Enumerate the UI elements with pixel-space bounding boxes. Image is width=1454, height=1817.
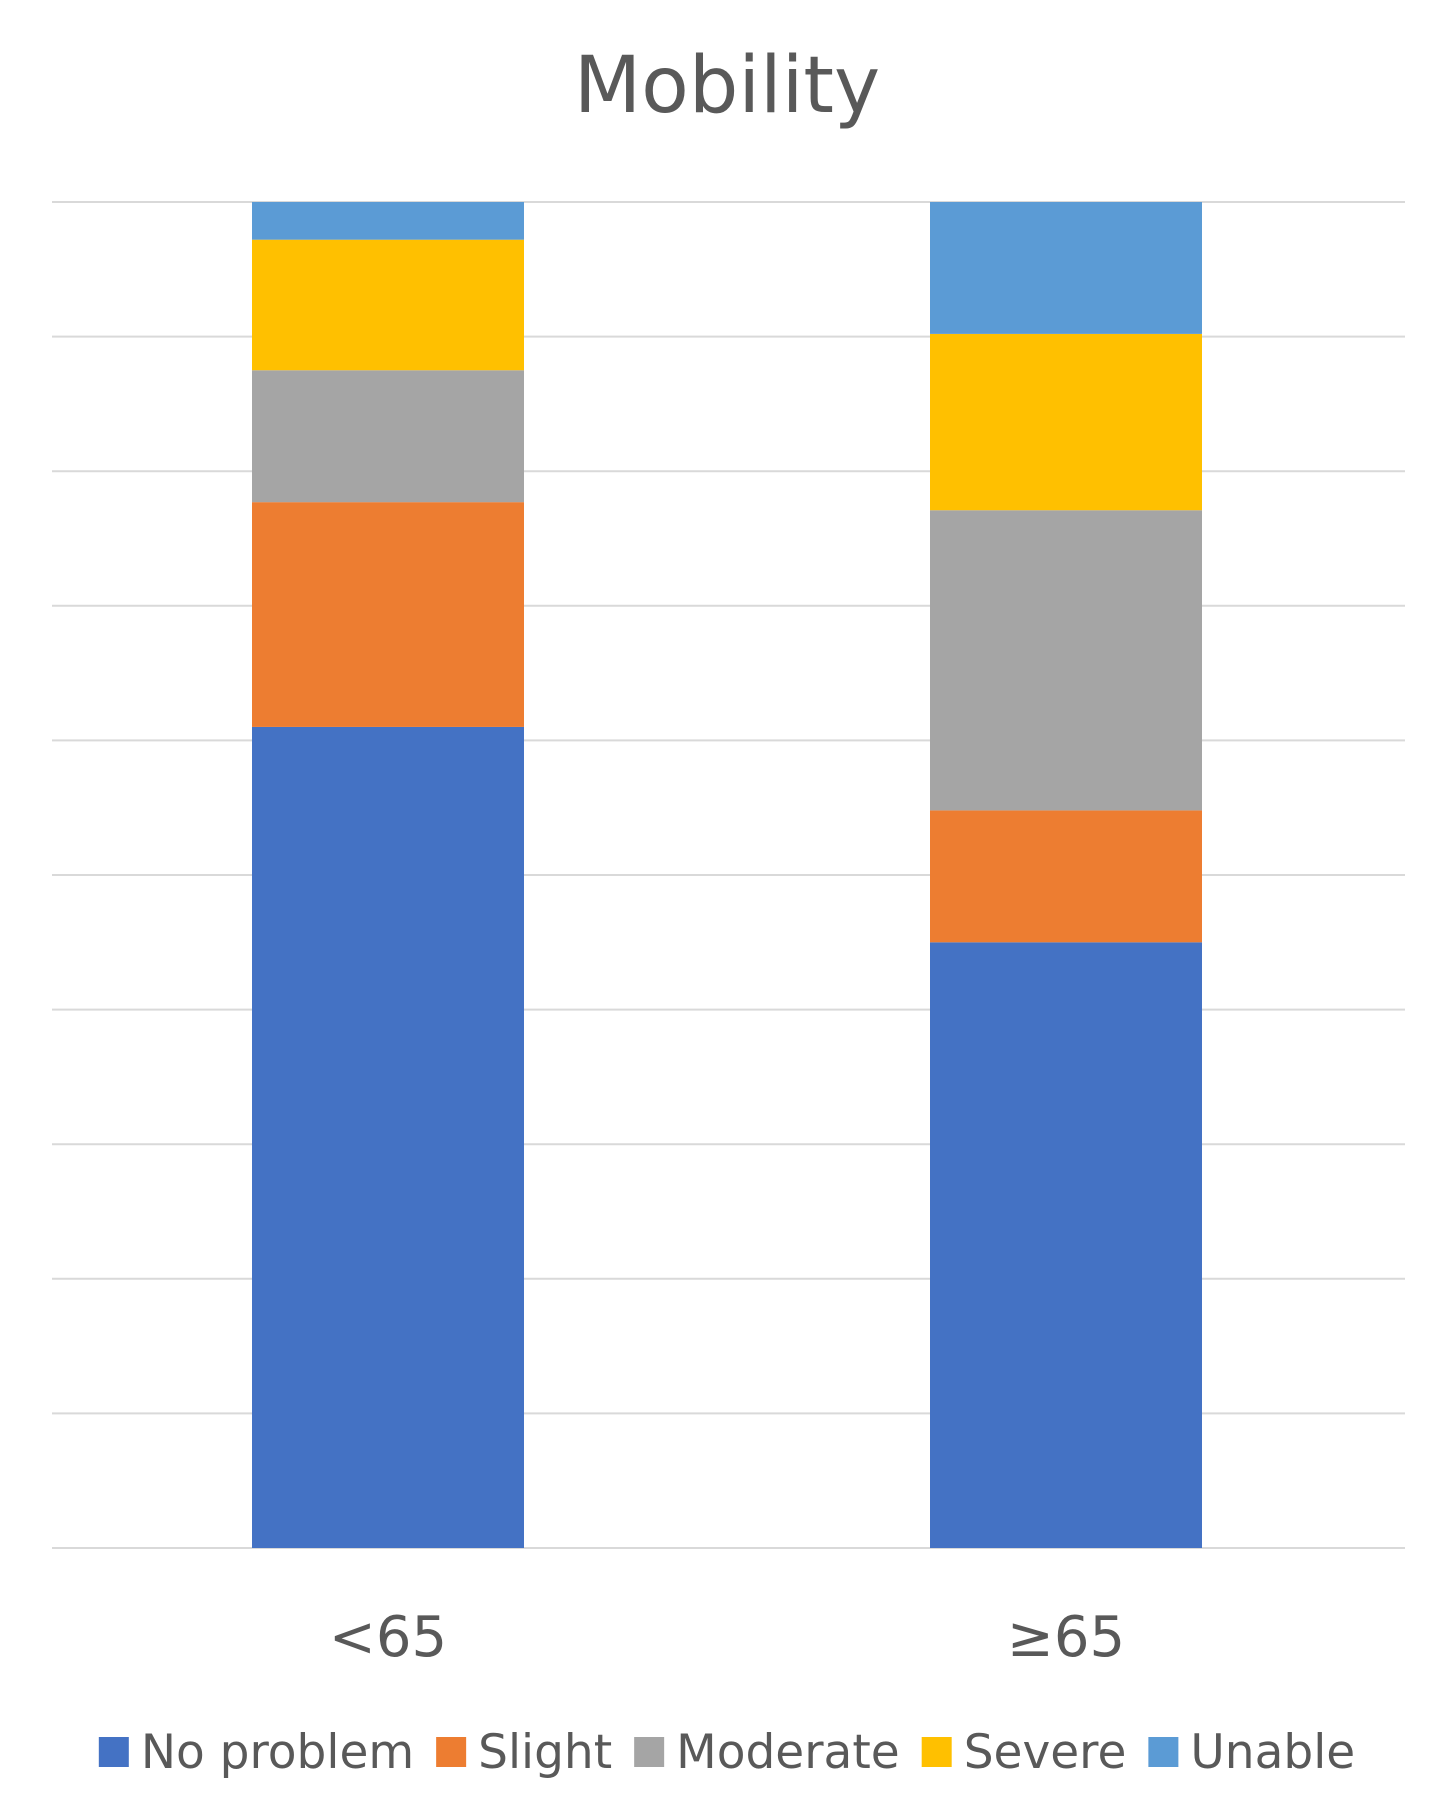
bar-segment: [930, 333, 1202, 511]
legend-label: Severe: [964, 1725, 1127, 1780]
legend-label: No problem: [141, 1725, 414, 1780]
legend-swatch: [634, 1737, 665, 1767]
bar-segment: [252, 726, 524, 1548]
legend-label: Moderate: [676, 1725, 900, 1780]
legend-label: Slight: [478, 1725, 612, 1780]
bar-segment: [252, 502, 524, 727]
legend-swatch: [1148, 1737, 1179, 1767]
bar-segment: [930, 942, 1202, 1548]
legend-swatch: [921, 1737, 952, 1767]
bar-segment: [930, 510, 1202, 811]
bar-segment: [930, 202, 1202, 334]
chart-title: Mobility: [574, 41, 880, 131]
x-tick-label: ≥65: [1007, 1605, 1125, 1670]
legend: No problem Slight Moderate Severe Unable: [98, 1725, 1355, 1780]
legend-swatch: [98, 1737, 129, 1767]
x-tick-label: <65: [329, 1605, 447, 1670]
legend-swatch: [436, 1737, 467, 1767]
x-tick-labels: <65 ≥65: [329, 1605, 1125, 1670]
bar-segment: [930, 810, 1202, 943]
bar-segment: [252, 202, 524, 240]
bar-segment: [252, 370, 524, 503]
bars: [252, 202, 1202, 1548]
bar-segment: [252, 239, 524, 371]
legend-label: Unable: [1190, 1725, 1355, 1780]
